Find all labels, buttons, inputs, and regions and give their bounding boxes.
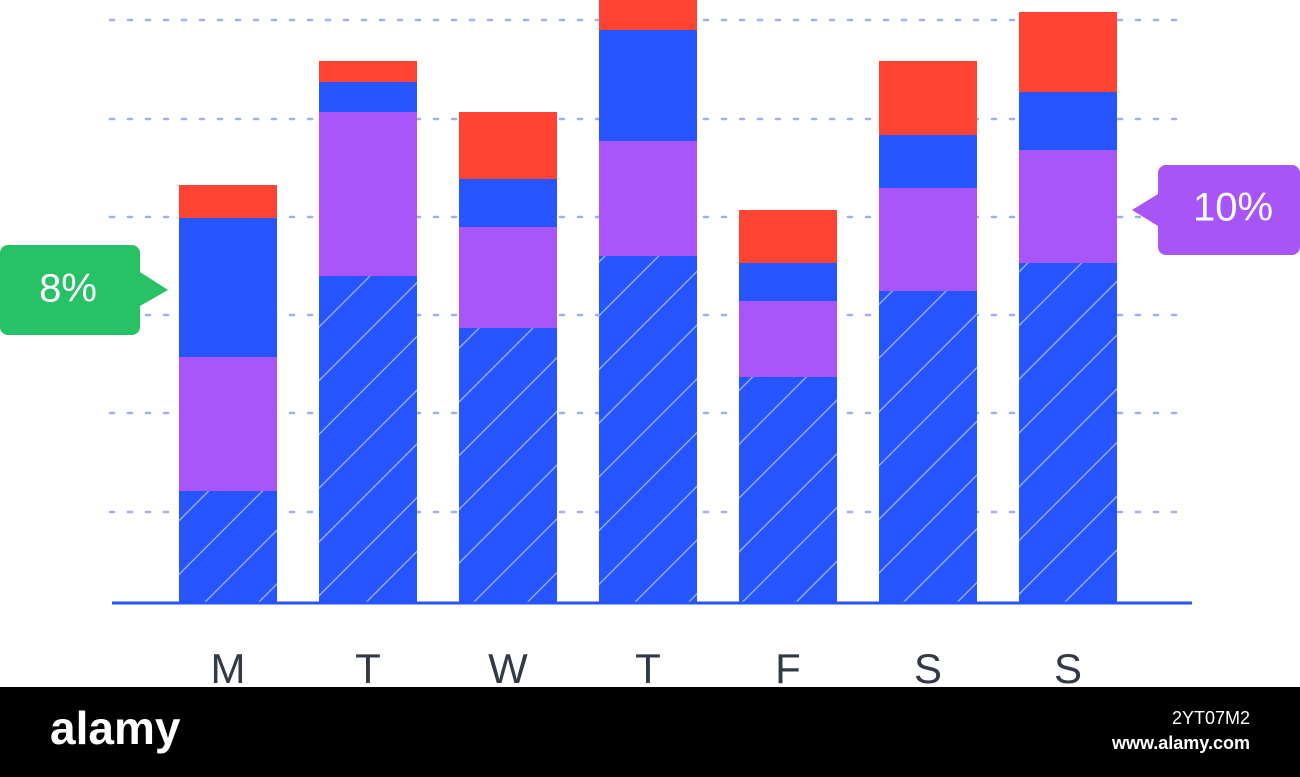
bar-segment — [1019, 150, 1117, 263]
bar-segment — [879, 61, 977, 135]
bar-segment — [179, 357, 277, 491]
x-tick-label: W — [488, 645, 528, 692]
bar-hatch — [319, 276, 417, 602]
x-tick-label: S — [1054, 645, 1082, 692]
bar-segment — [739, 263, 837, 301]
bar-hatch — [879, 291, 977, 602]
bar-hatch — [739, 377, 837, 602]
callout — [0, 245, 168, 335]
bar-segment — [179, 218, 277, 357]
bar-segment — [879, 135, 977, 188]
callout — [1132, 165, 1300, 255]
bar-hatch — [599, 256, 697, 602]
bar-segment — [739, 210, 837, 263]
x-tick-label: T — [355, 645, 381, 692]
x-tick-label: M — [211, 645, 246, 692]
bar-segment — [459, 227, 557, 328]
bar-segment — [319, 61, 417, 82]
bar-hatch — [179, 491, 277, 602]
x-tick-label: F — [775, 645, 801, 692]
bar-segment — [1019, 92, 1117, 150]
callout-text: 8% — [39, 267, 97, 311]
bar-segment — [1019, 12, 1117, 92]
bar-segment — [459, 179, 557, 227]
footer-brand: alamy — [50, 702, 181, 754]
footer — [0, 687, 1300, 777]
bar-segment — [319, 112, 417, 276]
bar-segment — [599, 0, 697, 30]
bar-segment — [599, 141, 697, 256]
bar-segment — [459, 112, 557, 179]
bar-segment — [739, 301, 837, 377]
x-tick-label: S — [914, 645, 942, 692]
bar-segment — [879, 188, 977, 291]
bar-segment — [599, 30, 697, 141]
x-tick-label: T — [635, 645, 661, 692]
footer-id: 2YT07M2 — [1172, 708, 1250, 728]
footer-url: www.alamy.com — [1111, 733, 1250, 753]
bar-hatch — [459, 328, 557, 602]
bar-hatch — [1019, 263, 1117, 602]
bar-segment — [319, 82, 417, 112]
bar-segment — [179, 185, 277, 218]
callout-text: 10% — [1193, 186, 1273, 230]
